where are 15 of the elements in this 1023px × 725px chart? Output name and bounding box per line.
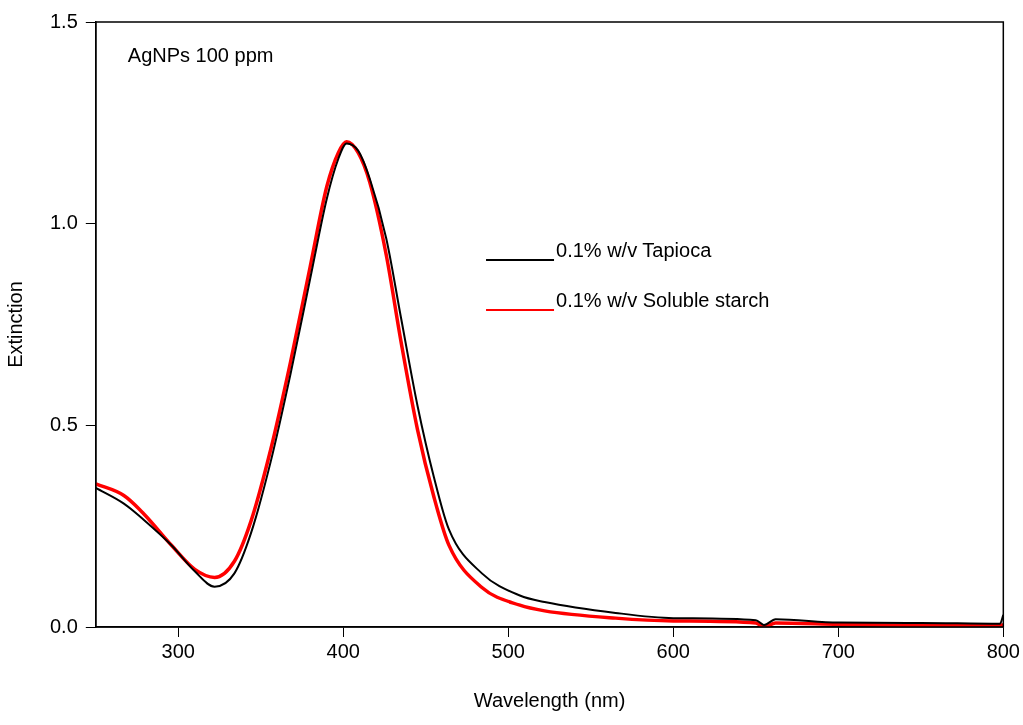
x-axis-title: Wavelength (nm) xyxy=(473,688,626,711)
x-tick-label: 400 xyxy=(326,639,360,662)
x-tick-label: 300 xyxy=(161,639,195,662)
x-tick-label: 500 xyxy=(491,639,525,662)
x-tick-label: 800 xyxy=(986,639,1020,662)
y-tick-label: 1.0 xyxy=(49,211,78,234)
y-tick-label: 0.5 xyxy=(49,412,78,435)
x-tick-label: 600 xyxy=(656,639,690,662)
x-tick-label: 700 xyxy=(821,639,855,662)
legend-label: 0.1% w/v Tapioca xyxy=(556,239,713,262)
annotation: AgNPs 100 ppm xyxy=(127,43,274,66)
legend-label: 0.1% w/v Soluble starch xyxy=(556,289,770,312)
y-tick-label: 1.5 xyxy=(49,9,78,32)
y-tick-label: 0.0 xyxy=(49,614,78,637)
y-axis-title: Extinction xyxy=(3,281,26,368)
